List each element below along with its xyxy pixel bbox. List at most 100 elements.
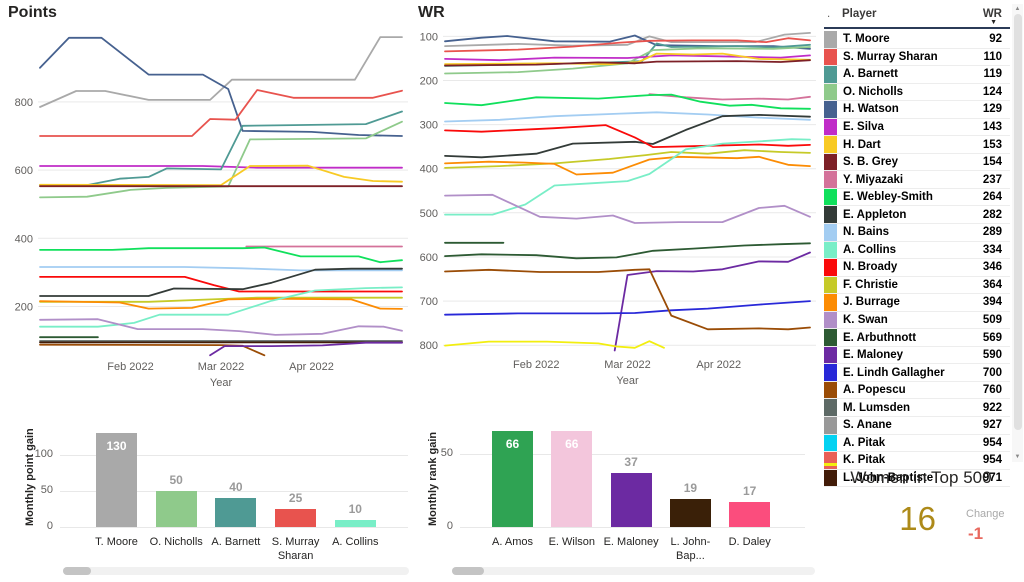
player-wr-value: 954 <box>982 436 1002 449</box>
player-color-swatch <box>824 136 837 153</box>
player-color-swatch <box>824 276 837 294</box>
series-line[interactable] <box>209 341 403 357</box>
series-line[interactable] <box>39 165 403 169</box>
scroll-up-icon[interactable]: ▲ <box>1014 6 1021 12</box>
series-line[interactable] <box>39 164 403 187</box>
series-line[interactable] <box>39 120 403 199</box>
series-line[interactable] <box>444 59 811 67</box>
table-row[interactable]: A. Collins 334 <box>824 241 1010 260</box>
column-header-player[interactable]: Player <box>842 8 877 20</box>
bar-category-label: L. John-Bap... <box>670 536 711 562</box>
series-line[interactable] <box>444 193 811 224</box>
series-line[interactable] <box>444 155 811 176</box>
bar[interactable] <box>610 473 652 527</box>
series-line[interactable] <box>613 251 811 352</box>
table-row[interactable]: L. John-Baptiste 971 <box>824 469 1010 488</box>
player-name: K. Swan <box>843 314 888 327</box>
series-line[interactable] <box>39 89 403 137</box>
bar[interactable] <box>492 431 533 527</box>
table-row[interactable]: E. Arbuthnott 569 <box>824 329 1010 347</box>
player-color-swatch <box>824 294 837 311</box>
table-row[interactable]: M. Lumsden 922 <box>824 399 1010 418</box>
rank-gain-scrollbar-thumb[interactable] <box>452 567 484 575</box>
series-line[interactable] <box>444 300 811 316</box>
series-line[interactable] <box>39 36 403 108</box>
player-name: Y. Miyazaki <box>843 173 904 186</box>
table-row[interactable]: A. Pitak 954 <box>824 434 1010 453</box>
series-line[interactable] <box>39 266 403 272</box>
table-row[interactable]: K. Swan 509 <box>824 311 1010 330</box>
table-row[interactable]: O. Nicholls 124 <box>824 83 1010 102</box>
series-line[interactable] <box>39 36 403 137</box>
table-row[interactable]: Y. Miyazaki 237 <box>824 171 1010 189</box>
column-header-blank[interactable]: . <box>827 8 831 20</box>
y-tick-label: 200 <box>420 76 438 88</box>
table-row[interactable]: H. Dart 153 <box>824 136 1010 154</box>
table-row[interactable]: N. Broady 346 <box>824 259 1010 277</box>
table-row[interactable]: S. B. Grey 154 <box>824 153 1010 172</box>
table-row[interactable]: E. Lindh Gallagher 700 <box>824 364 1010 382</box>
y-tick-label: 300 <box>420 120 438 132</box>
player-color-swatch <box>824 346 837 364</box>
series-line[interactable] <box>444 149 811 169</box>
series-line[interactable] <box>444 37 811 53</box>
table-row[interactable]: A. Popescu 760 <box>824 381 1010 400</box>
bar[interactable] <box>729 502 771 527</box>
wr-chart-panel: WR 100 200 300 400 500 600 700 800 Feb 2022 Mar 2… <box>410 0 822 398</box>
bar[interactable] <box>215 498 257 527</box>
series-line[interactable] <box>39 110 403 187</box>
column-header-wr[interactable]: WR ▼ <box>983 8 1010 26</box>
bar-value-label: 40 <box>229 480 243 494</box>
point-gain-scrollbar-thumb[interactable] <box>63 567 91 575</box>
y-tick-label: 500 <box>420 208 438 220</box>
gridline <box>60 527 408 528</box>
series-line[interactable] <box>39 246 403 264</box>
table-scrollbar-thumb[interactable] <box>1013 14 1022 430</box>
point-gain-scrollbar[interactable] <box>63 567 409 575</box>
bar[interactable] <box>96 433 137 527</box>
series-line[interactable] <box>39 318 403 336</box>
table-row[interactable]: S. Anane 927 <box>824 417 1010 435</box>
series-line[interactable] <box>39 267 403 297</box>
table-row[interactable]: E. Maloney 590 <box>824 346 1010 365</box>
player-color-swatch <box>824 259 837 276</box>
series-line[interactable] <box>444 340 665 349</box>
series-line[interactable] <box>39 297 403 310</box>
table-row[interactable]: T. Moore 92 <box>824 31 1010 49</box>
table-row[interactable]: S. Murray Sharan 110 <box>824 48 1010 67</box>
bar-value-label: 25 <box>288 491 303 505</box>
series-line[interactable] <box>444 138 811 216</box>
bar-value-label: 50 <box>169 473 183 487</box>
series-line[interactable] <box>444 242 811 260</box>
series-line[interactable] <box>444 32 811 47</box>
series-line[interactable] <box>39 275 403 293</box>
table-row[interactable]: A. Barnett 119 <box>824 66 1010 84</box>
table-row[interactable]: F. Christie 364 <box>824 276 1010 295</box>
table-row[interactable]: E. Webley-Smith 264 <box>824 188 1010 207</box>
series-line[interactable] <box>444 93 811 110</box>
bar[interactable] <box>551 431 593 527</box>
bar[interactable] <box>334 520 376 527</box>
series-line[interactable] <box>444 111 811 123</box>
series-line[interactable] <box>444 124 811 149</box>
bar[interactable] <box>155 491 197 527</box>
rank-gain-scrollbar[interactable] <box>452 567 815 575</box>
player-color-swatch <box>824 241 837 259</box>
table-row[interactable]: N. Bains 289 <box>824 224 1010 242</box>
table-row[interactable]: E. Silva 143 <box>824 118 1010 137</box>
series-line[interactable] <box>39 286 403 328</box>
table-header: . Player WR ▼ <box>824 2 1010 29</box>
scroll-down-icon[interactable]: ▼ <box>1014 454 1021 460</box>
table-row[interactable]: J. Burrage 394 <box>824 294 1010 312</box>
series-line[interactable] <box>444 268 811 331</box>
player-name: S. B. Grey <box>843 156 898 169</box>
bar[interactable] <box>275 509 317 527</box>
table-row[interactable]: H. Watson 129 <box>824 101 1010 119</box>
table-row[interactable]: E. Appleton 282 <box>824 206 1010 225</box>
card-change-label: Change <box>966 508 1005 520</box>
y-tick-label: 700 <box>420 296 438 308</box>
table-body: T. Moore 92 S. Murray Sharan 110 A. Barnett 1… <box>824 31 1010 488</box>
card-title: Women in Top 500 <box>850 468 992 487</box>
bar[interactable] <box>669 499 711 527</box>
